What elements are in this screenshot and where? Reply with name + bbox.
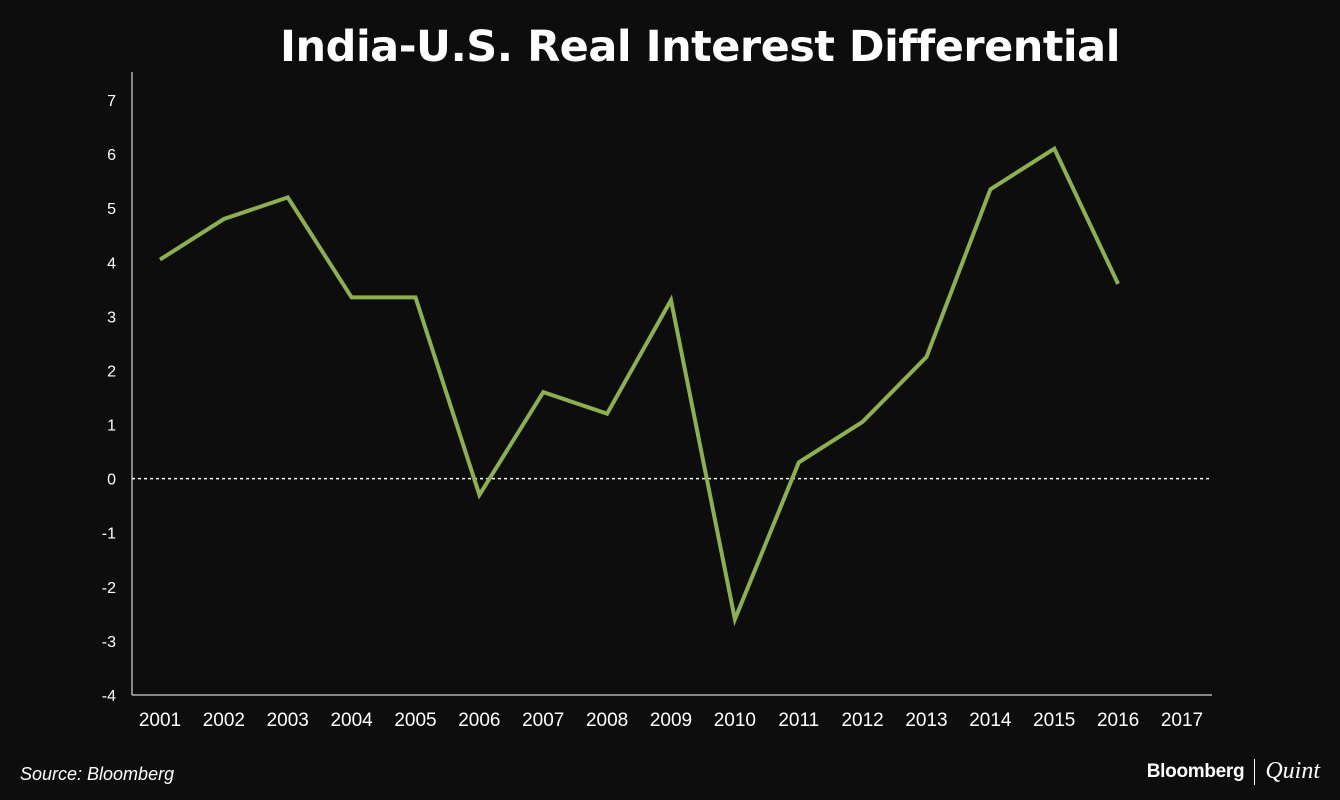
x-tick-label: 2017 [1161,710,1203,731]
brand-divider [1254,758,1256,785]
x-tick-label: 2016 [1097,710,1139,731]
x-tick-label: 2012 [841,710,883,731]
y-tick-label: 6 [107,147,116,164]
x-tick-label: 2014 [969,710,1012,731]
x-tick-label: 2002 [203,710,245,731]
x-tick-label: 2003 [267,710,309,731]
series-line [158,145,1120,627]
y-tick-label: 5 [107,201,116,218]
source-note: Source: Bloomberg [20,764,175,784]
x-axis: 2001 2002 2003 2004 2005 2006 2007 2008 2009 2010… [132,694,1212,731]
x-tick-label: 2010 [714,710,756,731]
series [158,145,1120,627]
y-axis: 7 6 5 4 3 2 1 0 -1 -2 -3 -4 [102,72,133,705]
x-tick-label: 2015 [1033,710,1075,731]
chart-title: India-U.S. Real Interest Differential [280,22,1120,72]
y-tick-label: 3 [107,309,116,326]
brand-logo: Bloomberg Quint [1147,758,1320,785]
y-tick-label: -3 [102,634,116,651]
y-tick-label: 1 [107,418,116,435]
x-tick-label: 2004 [330,710,373,731]
x-tick-label: 2001 [139,710,181,731]
y-tick-label: -1 [102,526,116,543]
bloomberg-wordmark: Bloomberg [1146,760,1245,782]
y-tick-label: 7 [107,93,116,110]
x-tick-label: 2011 [778,710,819,731]
x-tick-label: 2013 [905,710,947,731]
x-tick-label: 2009 [650,710,692,731]
x-tick-label: 2007 [522,710,564,731]
y-tick-label: -4 [102,688,116,705]
y-tick-label: 2 [107,363,116,380]
x-tick-label: 2005 [394,710,436,731]
y-tick-label: -2 [102,580,116,597]
x-tick-label: 2008 [586,710,628,731]
x-tick-label: 2006 [458,710,500,731]
y-tick-label: 4 [107,255,116,272]
y-tick-label: 0 [107,472,116,489]
quint-wordmark: Quint [1265,758,1320,784]
